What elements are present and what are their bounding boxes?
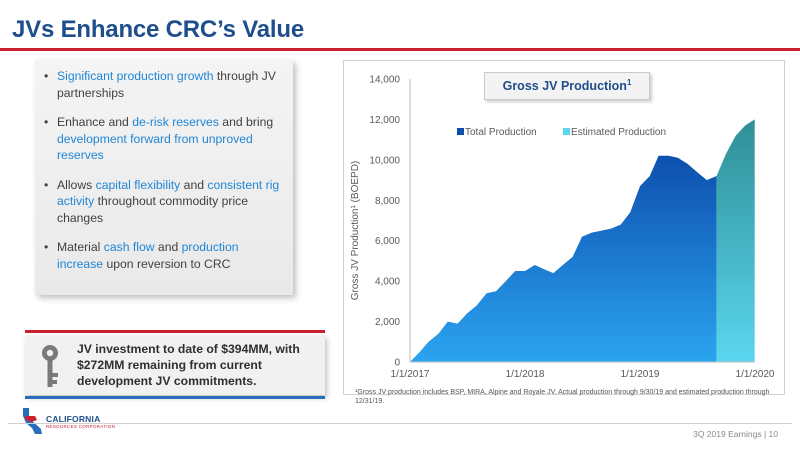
callout-text: JV investment to date of $394MM, with $2…	[77, 342, 300, 388]
title-divider	[0, 48, 800, 51]
bullet-text: Allows	[57, 177, 96, 192]
y-axis-label: Gross JV Production¹ (BOEPD)	[350, 161, 361, 300]
bullet-text: throughout commodity price changes	[57, 194, 249, 225]
key-points-panel: Significant production growth through JV…	[35, 60, 293, 295]
logo-subtext: RESOURCES CORPORATION	[46, 424, 116, 429]
bullet-text: and	[154, 240, 182, 254]
y-tick-label: 12,000	[369, 115, 400, 126]
footer-divider	[8, 423, 792, 424]
total-production-area	[410, 155, 717, 362]
chart-title-footnote-mark: 1	[626, 77, 632, 87]
callout-top-rule	[25, 330, 325, 333]
bullet-list: Significant production growth through JV…	[35, 60, 293, 272]
bullet-highlight: cash flow	[103, 240, 155, 254]
legend-swatch	[563, 128, 570, 135]
bullet-text: through JV partnerships	[57, 69, 276, 100]
y-tick-label: 0	[394, 358, 400, 369]
y-tick-label: 10,000	[369, 155, 400, 166]
callout-bottom-rule	[25, 396, 325, 399]
chart-frame	[343, 60, 785, 395]
x-tick-label: 1/1/2018	[506, 369, 545, 380]
x-tick-label: 1/1/2019	[621, 369, 660, 380]
page-footer: 3Q 2019 Earnings | 10	[693, 429, 778, 439]
bullet-item: Significant production growth through JV…	[44, 68, 281, 101]
legend-label: Total Production	[465, 127, 537, 138]
bullet-item: Material cash flow and production increa…	[44, 239, 281, 272]
bullet-text: upon reversion to CRC	[103, 256, 231, 271]
chart-footnote: ¹Gross JV production includes BSP, MIRA,…	[355, 389, 770, 405]
bullet-highlight: development forward from unproved reserv…	[57, 131, 253, 163]
legend-swatch	[457, 128, 464, 135]
y-tick-label: 4,000	[375, 277, 400, 288]
x-tick-label: 1/1/2020	[736, 369, 775, 380]
bullet-text: Enhance and	[57, 115, 133, 129]
y-tick-label: 14,000	[369, 75, 400, 86]
estimated-production-area	[716, 119, 755, 363]
logo-wordmark: CALIFORNIA	[46, 414, 101, 424]
bullet-item: Enhance and de-risk reserves and bring d…	[44, 114, 281, 164]
legend-label: Estimated Production	[571, 127, 666, 138]
bullet-text: Material	[57, 240, 104, 254]
bullet-item: Allows capital flexibility and consisten…	[44, 177, 281, 227]
bullet-highlight: consistent rig activity	[57, 177, 280, 209]
x-tick-label: 1/1/2017	[391, 369, 430, 380]
slide-title: JVs Enhance CRC’s Value	[12, 16, 304, 43]
chart-title: Gross JV Production1	[484, 72, 650, 100]
bullet-highlight: production increase	[57, 240, 239, 271]
y-tick-label: 6,000	[375, 236, 400, 247]
y-tick-label: 2,000	[375, 317, 400, 328]
bullet-text: and	[180, 177, 208, 192]
company-logo-icon	[23, 408, 42, 434]
chart-title-text: Gross JV Production	[502, 79, 627, 93]
y-tick-label: 8,000	[375, 196, 400, 207]
bullet-highlight: de-risk reserves	[132, 115, 219, 129]
bullet-highlight: Significant production growth	[57, 69, 214, 83]
key-icon	[42, 345, 58, 387]
bullet-text: and bring	[218, 115, 274, 129]
investment-callout: JV investment to date of $394MM, with $2…	[25, 335, 325, 395]
bullet-highlight: capital flexibility	[95, 177, 181, 192]
